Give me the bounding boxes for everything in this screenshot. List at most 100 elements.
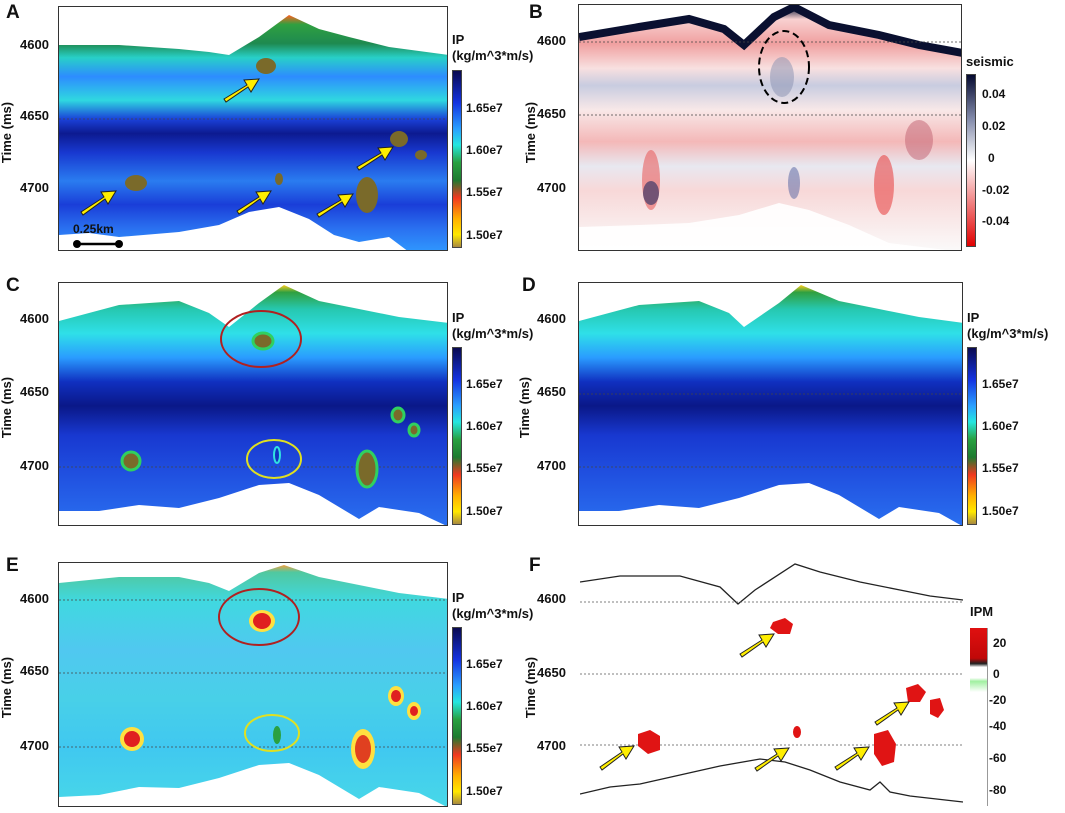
colorbar-tick: 1.55e7 [466,741,503,755]
ip-section-plot [578,282,963,526]
y-tick: 4600 [20,311,49,326]
y-axis-label: Time (ms) [0,656,15,719]
colorbar-tick: 1.60e7 [466,419,503,433]
anomaly [390,131,408,147]
colorbar-tick: 1.65e7 [982,377,1019,391]
ip-section-plot [58,282,448,526]
y-tick: 4700 [537,180,566,195]
seismic-section-plot [578,4,962,251]
colorbar-tick: 1.55e7 [466,461,503,475]
ip-section-plot [58,562,448,807]
panel-letter: B [529,2,543,23]
arrow-icon [599,633,910,772]
colorbar-tick: 1.60e7 [982,419,1019,433]
colorbar-tick: 1.65e7 [466,101,503,115]
y-tick: 4600 [20,37,49,52]
scale-bar [73,240,123,248]
colorbar-tick: 20 [993,636,1007,650]
colorbar-tick: 1.65e7 [466,657,503,671]
anomaly [770,618,793,634]
dashed-ellipse [758,30,810,104]
colorbar [970,628,988,806]
anomaly [356,177,378,213]
y-tick: 4700 [20,738,49,753]
colorbar-unit: (kg/m^3*m/s) [452,48,534,63]
colorbar-tick: 0 [988,151,995,165]
scale-label: 0.25km [73,222,114,236]
colorbar-tick: -0.04 [982,214,1010,228]
highlight-ellipse-red [218,588,300,646]
panel-letter: F [529,555,541,576]
colorbar-tick: -60 [989,751,1007,765]
y-tick: 4650 [537,106,566,121]
colorbar-title: IP [452,32,465,47]
colorbar-tick: 1.60e7 [466,699,503,713]
ip-section-plot: 0.25km [58,6,448,251]
anomaly [415,150,427,160]
colorbar-tick: -20 [989,693,1007,707]
anomaly [793,726,801,738]
y-tick: 4600 [20,591,49,606]
highlight-ellipse-yellow [244,714,300,752]
colorbar-tick: -80 [989,783,1007,797]
colorbar-unit: (kg/m^3*m/s) [967,326,1049,341]
y-tick: 4700 [20,458,49,473]
y-tick: 4600 [537,591,566,606]
arrow-icon [80,78,394,218]
y-axis-label: Time (ms) [523,656,539,719]
anomaly [930,698,944,718]
panel-letter: C [6,275,20,296]
y-tick: 4600 [537,311,566,326]
panel-letter: D [522,275,536,296]
y-tick: 4650 [537,665,566,680]
highlight-ellipse-red [220,310,302,368]
colorbar-title: seismic [966,54,1014,69]
y-axis-label: Time (ms) [517,376,533,439]
anomaly [125,175,147,191]
colorbar-tick: 1.55e7 [982,461,1019,475]
colorbar-tick: 1.50e7 [466,504,503,518]
y-tick: 4700 [20,180,49,195]
y-tick: 4650 [537,384,566,399]
y-tick: 4700 [537,738,566,753]
colorbar [966,74,976,247]
colorbar-unit: (kg/m^3*m/s) [452,326,534,341]
colorbar-title: IPM [970,604,994,619]
colorbar [967,347,977,525]
colorbar-tick: 0 [993,667,1000,681]
y-tick: 4600 [537,33,566,48]
highlight-ellipse-yellow [246,439,302,479]
anomaly [638,730,660,754]
colorbar-tick: 1.50e7 [466,784,503,798]
colorbar-tick: 1.55e7 [466,185,503,199]
colorbar [452,347,462,525]
anomaly [906,684,926,702]
y-axis-label: Time (ms) [0,101,15,164]
colorbar-tick: 1.60e7 [466,143,503,157]
y-tick: 4650 [20,663,49,678]
anomaly [256,58,276,74]
colorbar-tick: 1.65e7 [466,377,503,391]
colorbar-title: IP [452,310,465,325]
colorbar-tick: 1.50e7 [466,228,503,242]
colorbar-tick: -40 [989,719,1007,733]
colorbar-title: IP [967,310,980,325]
colorbar-tick: -0.02 [982,183,1010,197]
colorbar-tick: 0.02 [982,119,1006,133]
colorbar [452,70,462,248]
anomaly [874,730,896,766]
y-axis-label: Time (ms) [523,101,539,164]
panel-letter: A [6,2,20,23]
colorbar-unit: (kg/m^3*m/s) [452,606,534,621]
colorbar-tick: 1.50e7 [982,504,1019,518]
y-tick: 4700 [537,458,566,473]
y-tick: 4650 [20,384,49,399]
y-axis-label: Time (ms) [0,376,15,439]
anomaly [275,173,283,185]
colorbar-tick: 0.04 [982,87,1006,101]
colorbar [452,627,462,805]
panel-letter: E [6,555,19,576]
y-tick: 4650 [20,108,49,123]
colorbar-title: IP [452,590,465,605]
ipm-section-plot [580,562,963,809]
